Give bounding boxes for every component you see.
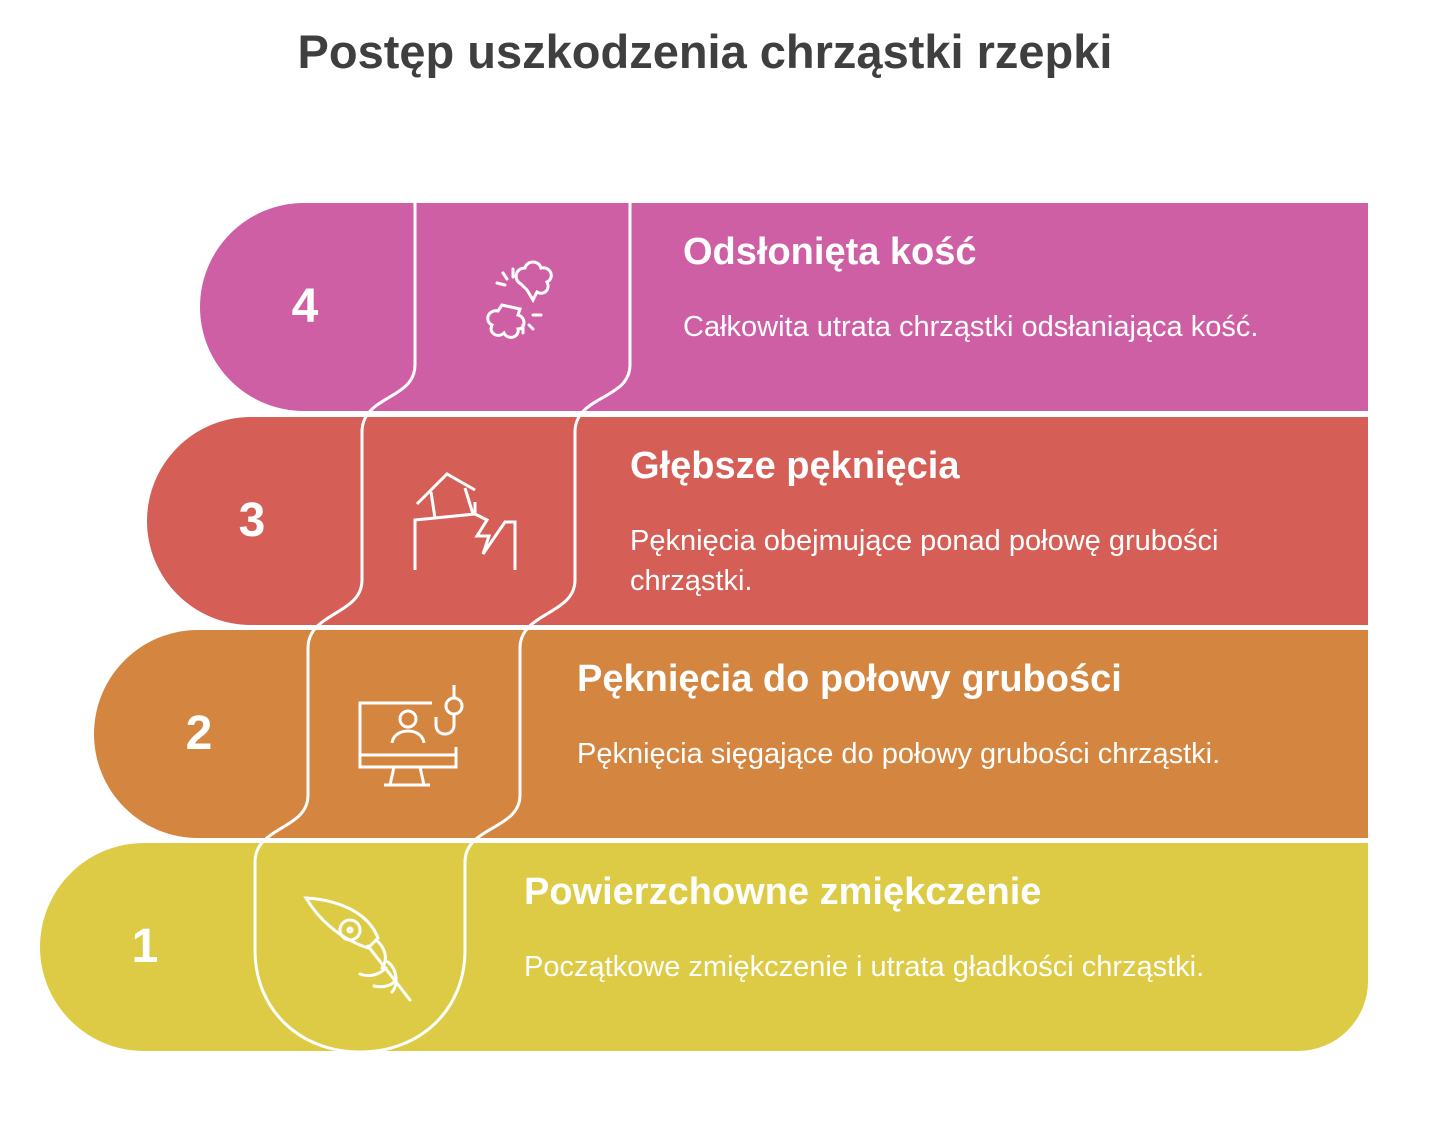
monitor-hook-icon — [358, 685, 464, 787]
step-1: 1 Powierzchowne zmiękczenie Początkowe z… — [40, 843, 1368, 1051]
broken-bone-icon — [486, 260, 553, 339]
step-description: Całkowita utrata chrząstki odsłaniająca … — [683, 311, 1259, 343]
step-description: Pęknięcia obejmujące ponad połowę gruboś… — [630, 525, 1219, 597]
step-description: Początkowe zmiękczenie i utrata gładkośc… — [524, 951, 1205, 983]
step-description: Pęknięcia sięgające do połowy grubości c… — [577, 738, 1221, 770]
step-heading: Pęknięcia do połowy grubości — [577, 658, 1122, 700]
cracked-house-icon — [413, 472, 517, 570]
step-heading: Powierzchowne zmiękczenie — [524, 871, 1042, 913]
step-4: 4 Odsłonięta kość Całkowita utrata chrzą… — [200, 203, 1368, 411]
diagram-title: Postęp uszkodzenia chrząstki rzepki — [297, 25, 1113, 78]
step-number: 4 — [291, 280, 319, 333]
step-3: 3 Głębsze pęknięcia Pęknięcia obejmujące… — [147, 417, 1368, 625]
step-number: 1 — [131, 920, 159, 973]
step-heading: Głębsze pęknięcia — [630, 445, 960, 487]
step-number: 2 — [185, 707, 213, 760]
step-number: 3 — [238, 494, 266, 547]
feather-icon — [303, 896, 412, 1002]
step-heading: Odsłonięta kość — [683, 231, 977, 273]
